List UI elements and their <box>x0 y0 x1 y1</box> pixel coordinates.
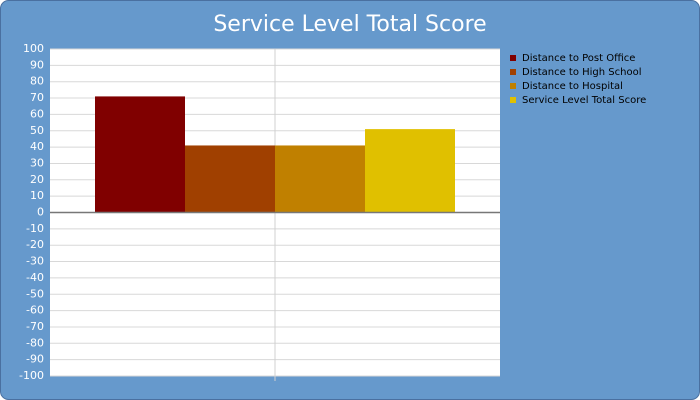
y-tick-label: 100 <box>23 42 44 55</box>
y-tick-label: -30 <box>26 255 44 268</box>
y-tick-label: -40 <box>26 271 44 284</box>
bar <box>275 145 365 213</box>
y-tick-label: 60 <box>30 107 44 120</box>
bar <box>95 96 185 213</box>
y-tick-label: 80 <box>30 75 44 88</box>
y-tick-label: -90 <box>26 353 44 366</box>
legend-swatch <box>510 83 516 89</box>
y-tick-label: 0 <box>37 206 44 219</box>
y-tick-label: -60 <box>26 304 44 317</box>
y-tick-label: 10 <box>30 189 44 202</box>
y-tick-label: -20 <box>26 238 44 251</box>
y-tick-label: -50 <box>26 287 44 300</box>
legend-label: Distance to Hospital <box>522 81 623 92</box>
y-tick-label: -100 <box>19 369 44 382</box>
legend-swatch <box>510 97 516 103</box>
bar <box>365 129 455 213</box>
chart-title: Service Level Total Score <box>213 12 486 37</box>
legend-swatch <box>510 69 516 75</box>
y-tick-label: 30 <box>30 156 44 169</box>
legend-label: Distance to Post Office <box>522 53 635 64</box>
y-tick-label: -70 <box>26 320 44 333</box>
y-tick-label: 70 <box>30 91 44 104</box>
y-tick-label: 50 <box>30 124 44 137</box>
legend-label: Service Level Total Score <box>522 95 646 106</box>
bar <box>185 145 275 213</box>
legend-label: Distance to High School <box>522 67 641 78</box>
y-tick-label: 40 <box>30 140 44 153</box>
y-tick-label: 20 <box>30 173 44 186</box>
legend-swatch <box>510 55 516 61</box>
y-tick-label: -80 <box>26 336 44 349</box>
y-tick-label: -10 <box>26 222 44 235</box>
y-tick-label: 90 <box>30 58 44 71</box>
